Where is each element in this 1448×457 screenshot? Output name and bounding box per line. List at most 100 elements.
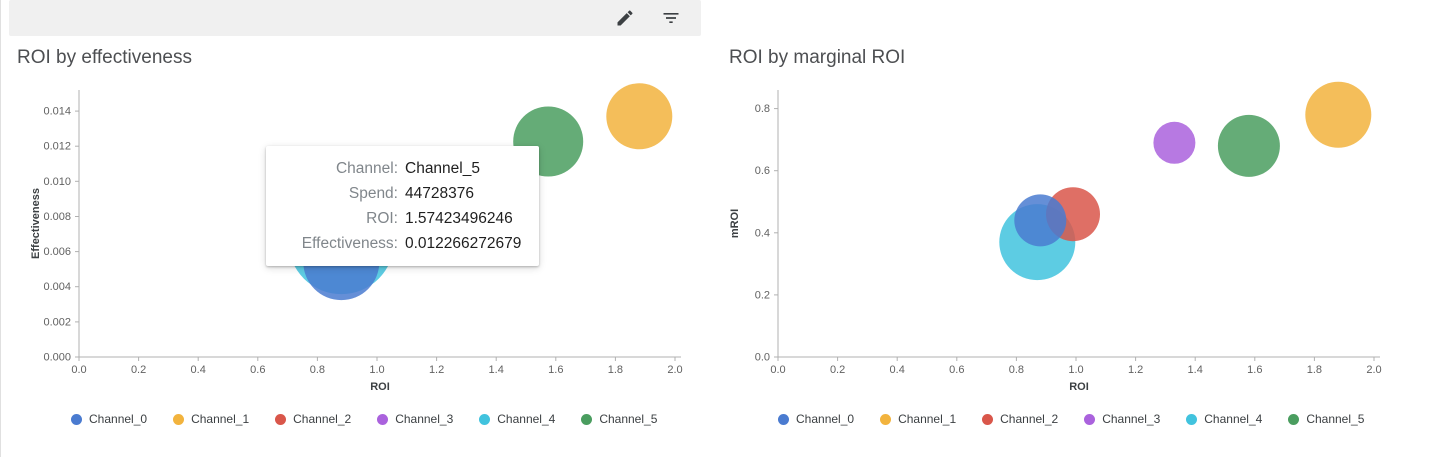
legend-dot — [1186, 413, 1198, 425]
bubble-Channel_1[interactable] — [1305, 81, 1372, 148]
legend-dot — [880, 413, 892, 425]
roi-by-mroi-chart[interactable]: 0.0 0.2 0.4 0.6 0.8 1.0 1.2 1.4 1.6 1.8 2.0 0.0 0.2 0… — [713, 72, 1448, 402]
tooltip-label: ROI: — [366, 210, 398, 227]
x-tick-label: 1.2 — [1128, 364, 1143, 376]
legend-item-Channel_0[interactable]: Channel_0 — [778, 412, 854, 426]
bubble-Channel_1[interactable] — [606, 83, 673, 150]
x-axis-label: ROI — [370, 381, 390, 393]
legend-label: Channel_5 — [599, 412, 658, 426]
tooltip-row: Channel: Channel_5 — [280, 156, 521, 181]
x-tick-label: 0.4 — [191, 364, 206, 376]
bubble-Channel_0[interactable] — [1014, 194, 1067, 247]
y-tick-label: 0.008 — [43, 211, 71, 223]
x-tick-label: 0.8 — [1009, 364, 1024, 376]
tooltip-row: Effectiveness: 0.012266272679 — [280, 231, 522, 256]
legend-label: Channel_5 — [1306, 412, 1365, 426]
legend-item-Channel_1[interactable]: Channel_1 — [880, 412, 956, 426]
filter-button[interactable] — [657, 4, 685, 32]
y-tick-label: 0.000 — [43, 352, 71, 364]
y-tick-label: 0.006 — [43, 246, 71, 258]
bubble-Channel_5[interactable] — [1217, 114, 1280, 177]
chart-title-mroi: ROI by marginal ROI — [729, 47, 906, 68]
legend-dot — [581, 413, 593, 425]
tooltip-label: Channel: — [335, 160, 398, 177]
tooltip-label: Spend: — [348, 185, 398, 202]
chart-panel-effectiveness: ROI by effectiveness 0.0 0.2 0.4 0.6 0.8 1.0 1… — [1, 40, 713, 426]
charts-row: ROI by effectiveness 0.0 0.2 0.4 0.6 0.8 1.0 1… — [1, 40, 1448, 426]
legend-label: Channel_0 — [89, 412, 148, 426]
x-tick-label: 1.6 — [548, 364, 563, 376]
tooltip-value: 44728376 — [405, 185, 474, 202]
y-tick-label: 0.0 — [755, 352, 770, 364]
tooltip-value: 0.012266272679 — [405, 235, 522, 252]
x-tick-label: 1.4 — [1188, 364, 1203, 376]
edit-button[interactable] — [611, 4, 639, 32]
legend-dot — [1084, 413, 1096, 425]
y-tick-label: 0.014 — [43, 106, 71, 118]
legend-dot — [1288, 413, 1300, 425]
x-tick-label: 1.8 — [1307, 364, 1322, 376]
x-tick-label: 1.6 — [1247, 364, 1262, 376]
legend-item-Channel_2[interactable]: Channel_2 — [275, 412, 351, 426]
legend-item-Channel_5[interactable]: Channel_5 — [581, 412, 657, 426]
legend-label: Channel_3 — [1102, 412, 1161, 426]
y-axis-label: mROI — [729, 209, 741, 238]
legend-label: Channel_0 — [796, 412, 855, 426]
y-tick-label: 0.004 — [43, 281, 71, 293]
legend-item-Channel_3[interactable]: Channel_3 — [1084, 412, 1160, 426]
x-tick-label: 2.0 — [667, 364, 682, 376]
chart-title-effectiveness: ROI by effectiveness — [17, 47, 192, 68]
x-tick-label: 2.0 — [1366, 364, 1381, 376]
x-tick-label: 0.2 — [131, 364, 146, 376]
legend-mroi: Channel_0 Channel_1 Channel_2 Channel_3 Chan… — [713, 412, 1448, 426]
edit-icon — [617, 10, 633, 26]
x-tick-label: 0.4 — [890, 364, 905, 376]
legend-item-Channel_0[interactable]: Channel_0 — [71, 412, 147, 426]
tooltip-row: ROI: 1.57423496246 — [280, 206, 521, 231]
x-tick-label: 0.6 — [949, 364, 964, 376]
legend-item-Channel_2[interactable]: Channel_2 — [982, 412, 1058, 426]
legend-label: Channel_1 — [191, 412, 250, 426]
x-tick-label: 1.4 — [489, 364, 504, 376]
chart-tooltip: Channel: Channel_5 Spend: 44728376 ROI: 1.574… — [266, 146, 540, 266]
x-tick-label: 1.2 — [429, 364, 444, 376]
x-tick-label: 0.0 — [770, 364, 785, 376]
legend-dot — [778, 413, 789, 425]
legend-item-Channel_4[interactable]: Channel_4 — [479, 412, 555, 426]
tooltip-value: 1.57423496246 — [405, 210, 513, 227]
tooltip-label: Effectiveness: — [301, 235, 398, 252]
x-axis-label: ROI — [1069, 381, 1089, 393]
y-tick-label: 0.012 — [43, 141, 71, 153]
legend-item-Channel_1[interactable]: Channel_1 — [173, 412, 249, 426]
x-tick-label: 1.0 — [369, 364, 384, 376]
legend-dot — [71, 413, 82, 425]
legend-item-Channel_4[interactable]: Channel_4 — [1186, 412, 1262, 426]
x-tick-label: 0.6 — [250, 364, 265, 376]
legend-label: Channel_1 — [898, 412, 957, 426]
legend-label: Channel_3 — [395, 412, 454, 426]
y-tick-label: 0.4 — [755, 227, 770, 239]
y-tick-label: 0.010 — [43, 176, 71, 188]
bubble-Channel_3[interactable] — [1153, 121, 1196, 164]
x-tick-label: 1.8 — [608, 364, 623, 376]
legend-item-Channel_3[interactable]: Channel_3 — [377, 412, 453, 426]
tooltip-row: Spend: 44728376 — [280, 181, 521, 206]
y-axis-label: Effectiveness — [30, 188, 42, 259]
chart-panel-mroi: ROI by marginal ROI 0.0 0.2 0.4 0.6 0.8 1.0 1.… — [713, 40, 1448, 426]
legend-label: Channel_4 — [1204, 412, 1263, 426]
y-tick-label: 0.2 — [755, 289, 770, 301]
legend-dot — [982, 413, 994, 425]
legend-label: Channel_4 — [497, 412, 556, 426]
legend-dot — [377, 413, 389, 425]
y-tick-label: 0.002 — [43, 316, 71, 328]
filter-icon — [663, 13, 679, 23]
legend-label: Channel_2 — [1000, 412, 1059, 426]
legend-item-Channel_5[interactable]: Channel_5 — [1288, 412, 1364, 426]
chart-toolbar — [9, 0, 701, 36]
x-tick-label: 0.8 — [310, 364, 325, 376]
tooltip-value: Channel_5 — [405, 160, 480, 177]
legend-dot — [275, 413, 287, 425]
legend-effectiveness: Channel_0 Channel_1 Channel_2 Channel_3 Chan… — [1, 412, 713, 426]
legend-dot — [173, 413, 185, 425]
